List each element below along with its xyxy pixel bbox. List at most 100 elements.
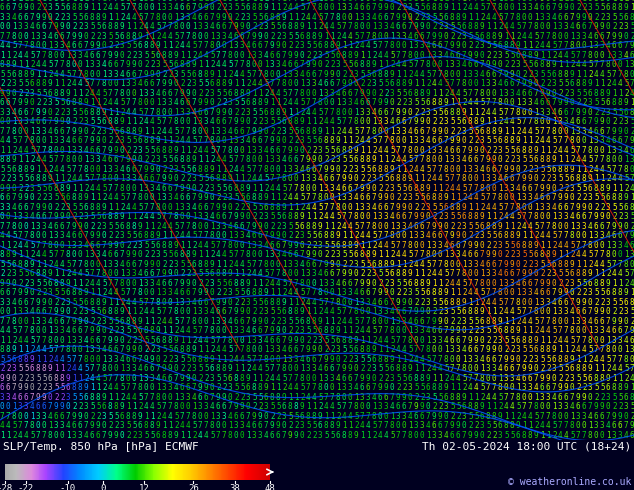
Text: 1: 1 [516,289,521,297]
Text: 9: 9 [252,222,257,231]
Text: 7: 7 [156,270,160,278]
Text: 9: 9 [306,155,311,165]
Text: 2: 2 [162,355,167,364]
Text: 2: 2 [630,222,634,231]
Text: 4: 4 [306,298,311,307]
Text: 7: 7 [498,165,503,174]
Bar [129,464,130,480]
Text: 7: 7 [138,260,143,269]
Text: 9: 9 [72,317,77,326]
Text: 7: 7 [552,384,557,392]
Text: 3: 3 [576,222,581,231]
Text: 4: 4 [564,336,569,345]
Text: 3: 3 [204,402,209,412]
Text: 8: 8 [198,70,203,79]
Text: 2: 2 [426,174,430,183]
Text: 3: 3 [18,118,23,126]
Text: 1: 1 [138,279,143,288]
Text: 5: 5 [36,89,41,98]
Text: 8: 8 [492,32,496,41]
Text: 7: 7 [468,184,472,193]
Text: 0: 0 [12,0,16,3]
Text: 8: 8 [132,127,136,136]
Text: 3: 3 [30,89,35,98]
Text: 9: 9 [186,184,191,193]
Text: 6: 6 [612,137,617,146]
Text: 4: 4 [234,165,238,174]
Text: 2: 2 [510,250,515,260]
Text: 4: 4 [336,89,340,98]
Text: 7: 7 [144,108,148,117]
Text: 1: 1 [408,137,413,146]
Text: 5: 5 [618,298,623,307]
Text: 3: 3 [300,231,304,241]
Text: 4: 4 [318,174,323,183]
Text: 2: 2 [204,89,209,98]
Text: 7: 7 [510,108,515,117]
Text: 4: 4 [312,108,316,117]
Text: 7: 7 [528,213,533,221]
Bar [118,464,119,480]
Text: 1: 1 [114,13,119,22]
Text: 8: 8 [354,213,359,221]
Text: 5: 5 [312,326,316,336]
Text: 9: 9 [132,60,136,70]
Text: 8: 8 [66,60,70,70]
Text: 9: 9 [60,118,65,126]
Bar [32,464,33,480]
Text: 7: 7 [156,174,160,183]
Text: 4: 4 [318,365,323,373]
Text: 8: 8 [240,374,245,383]
Text: 9: 9 [126,345,131,354]
Text: 5: 5 [468,412,472,421]
Text: 7: 7 [408,308,413,317]
Text: 6: 6 [324,174,328,183]
Text: 7: 7 [384,231,389,241]
Text: 7: 7 [330,393,335,402]
Text: 0: 0 [0,308,4,317]
Text: 0: 0 [564,32,569,41]
Text: 9: 9 [354,51,359,60]
Text: 0: 0 [168,298,172,307]
Text: 3: 3 [438,146,443,155]
Text: 9: 9 [450,42,455,50]
Text: 0: 0 [102,137,107,146]
Text: 9: 9 [330,355,335,364]
Text: 4: 4 [450,374,455,383]
Text: 9: 9 [30,260,35,269]
Text: 7: 7 [570,298,574,307]
Text: 4: 4 [504,402,508,412]
Text: 2: 2 [612,213,617,221]
Text: 4: 4 [108,98,113,107]
Text: 8: 8 [432,98,437,107]
Text: 1: 1 [48,42,53,50]
Text: 3: 3 [282,317,287,326]
Text: 4: 4 [0,326,4,336]
Text: 9: 9 [336,326,340,336]
Text: 3: 3 [510,89,515,98]
Text: 2: 2 [306,241,311,250]
Text: 9: 9 [0,89,4,98]
Text: 4: 4 [186,421,191,431]
Text: 9: 9 [162,174,167,183]
Text: 3: 3 [432,241,437,250]
Text: 5: 5 [228,345,233,354]
Text: 2: 2 [444,89,449,98]
Text: 9: 9 [240,308,245,317]
Text: 7: 7 [174,0,179,3]
Text: 8: 8 [546,60,550,70]
Text: 3: 3 [582,32,586,41]
Text: 8: 8 [282,365,287,373]
Text: 5: 5 [252,203,257,212]
Text: 0: 0 [462,137,467,146]
Text: 2: 2 [384,279,389,288]
Text: 5: 5 [132,326,136,336]
Text: 5: 5 [120,289,125,297]
Text: 5: 5 [456,213,461,221]
Text: 8: 8 [42,79,47,89]
Text: 1: 1 [264,250,269,260]
Text: 7: 7 [360,32,365,41]
Text: 0: 0 [300,336,304,345]
Text: 7: 7 [582,146,586,155]
Text: 1: 1 [132,402,136,412]
